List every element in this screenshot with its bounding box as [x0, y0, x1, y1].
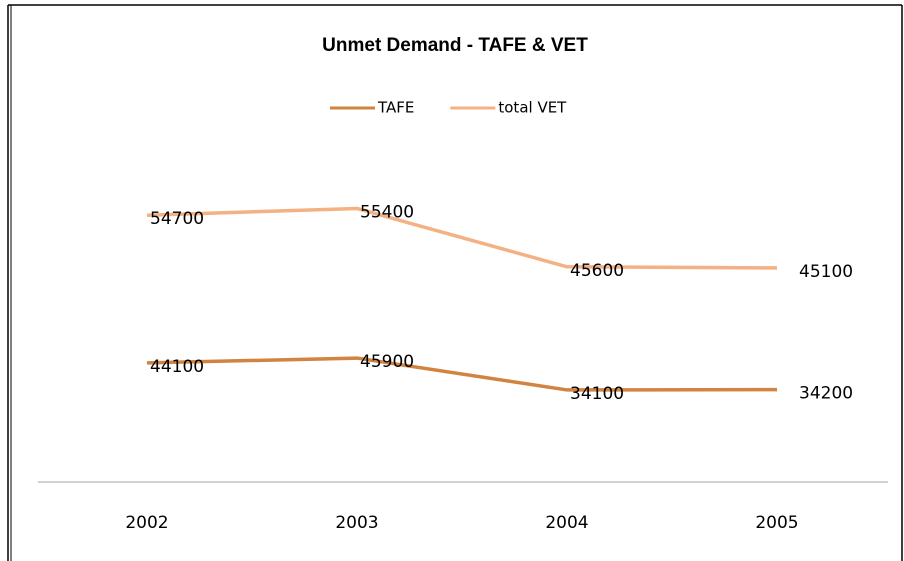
- chart-title: Unmet Demand - TAFE & VET: [322, 35, 588, 56]
- data-label: 45600: [570, 261, 624, 281]
- x-tick-label: 2004: [545, 513, 588, 533]
- data-label: 55400: [360, 202, 414, 222]
- data-label: 54700: [150, 209, 204, 229]
- data-label: 45900: [360, 352, 414, 372]
- series-line: [146, 356, 778, 392]
- series-line: [146, 206, 778, 270]
- legend-label: total VET: [498, 99, 567, 117]
- data-label: 45100: [799, 262, 853, 282]
- data-label: 34100: [570, 384, 624, 404]
- data-label: 34200: [799, 384, 853, 404]
- data-label: 44100: [150, 357, 204, 377]
- x-tick-label: 2003: [335, 513, 378, 533]
- x-tick-label: 2002: [125, 513, 168, 533]
- legend-label: TAFE: [377, 99, 414, 117]
- x-tick-label: 2005: [755, 513, 798, 533]
